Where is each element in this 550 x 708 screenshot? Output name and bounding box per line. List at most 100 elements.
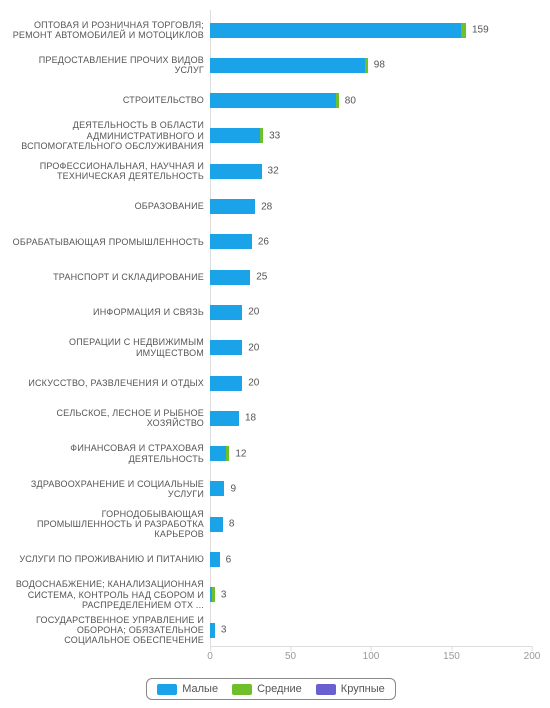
- bar-track: 80: [210, 83, 532, 119]
- value-label: 3: [221, 589, 227, 600]
- value-label: 20: [248, 307, 259, 318]
- stacked-bar: 25: [210, 270, 250, 285]
- bar-track: 25: [210, 259, 532, 295]
- value-label: 159: [472, 25, 489, 36]
- x-tick: 50: [285, 651, 296, 662]
- stacked-bar: 9: [210, 481, 224, 496]
- category-label: ИСКУССТВО, РАЗВЛЕЧЕНИЯ И ОТДЫХ: [10, 378, 210, 388]
- category-label: ИНФОРМАЦИЯ И СВЯЗЬ: [10, 307, 210, 317]
- stacked-bar: 98: [210, 58, 368, 73]
- bar-segment-medium: [461, 23, 466, 38]
- bar-segment-small: [210, 517, 223, 532]
- category-label: ОБРАЗОВАНИЕ: [10, 201, 210, 211]
- legend-label-small: Малые: [182, 683, 218, 695]
- bar-track: 159: [210, 12, 532, 48]
- bar-track: 33: [210, 118, 532, 154]
- value-label: 28: [261, 201, 272, 212]
- bar-track: 26: [210, 224, 532, 260]
- bar-track: 8: [210, 506, 532, 542]
- bar-track: 3: [210, 612, 532, 648]
- x-tick: 150: [443, 651, 460, 662]
- stacked-bar: 33: [210, 128, 263, 143]
- legend-item-medium: Средние: [232, 683, 302, 695]
- bar-track: 6: [210, 542, 532, 578]
- value-label: 9: [230, 483, 236, 494]
- bar-segment-small: [210, 58, 365, 73]
- bar-track: 12: [210, 436, 532, 472]
- bar-track: 32: [210, 153, 532, 189]
- chart-row: ОПЕРАЦИИ С НЕДВИЖИМЫМ ИМУЩЕСТВОМ20: [10, 330, 532, 366]
- category-label: ОПЕРАЦИИ С НЕДВИЖИМЫМ ИМУЩЕСТВОМ: [10, 337, 210, 358]
- bar-segment-small: [210, 23, 461, 38]
- x-axis-line: [210, 646, 532, 647]
- bar-segment-medium: [365, 58, 368, 73]
- chart-row: СЕЛЬСКОЕ, ЛЕСНОЕ И РЫБНОЕ ХОЗЯЙСТВО18: [10, 400, 532, 436]
- chart-row: ДЕЯТЕЛЬНОСТЬ В ОБЛАСТИ АДМИНИСТРАТИВНОГО…: [10, 118, 532, 154]
- chart-row: ГОСУДАРСТВЕННОЕ УПРАВЛЕНИЕ И ОБОРОНА; ОБ…: [10, 612, 532, 648]
- bar-track: 9: [210, 471, 532, 507]
- legend-swatch-small: [157, 684, 177, 695]
- value-label: 25: [256, 272, 267, 283]
- category-label: ПРЕДОСТАВЛЕНИЕ ПРОЧИХ ВИДОВ УСЛУГ: [10, 55, 210, 76]
- value-label: 33: [269, 130, 280, 141]
- value-label: 98: [374, 60, 385, 71]
- x-tick-label: 200: [524, 651, 541, 662]
- x-tick: 200: [524, 651, 541, 662]
- plot-area: ОПТОВАЯ И РОЗНИЧНАЯ ТОРГОВЛЯ; РЕМОНТ АВТ…: [10, 10, 532, 646]
- chart-row: ФИНАНСОВАЯ И СТРАХОВАЯ ДЕЯТЕЛЬНОСТЬ12: [10, 436, 532, 472]
- stacked-bar: 12: [210, 446, 229, 461]
- bar-track: 18: [210, 400, 532, 436]
- bar-segment-small: [210, 234, 252, 249]
- bar-track: 20: [210, 365, 532, 401]
- stacked-bar: 6: [210, 552, 220, 567]
- legend-item-large: Крупные: [316, 683, 385, 695]
- bar-track: 20: [210, 294, 532, 330]
- bar-track: 28: [210, 189, 532, 225]
- stacked-bar: 26: [210, 234, 252, 249]
- stacked-bar: 159: [210, 23, 466, 38]
- bar-segment-small: [210, 623, 215, 638]
- category-label: ПРОФЕССИОНАЛЬНАЯ, НАУЧНАЯ И ТЕХНИЧЕСКАЯ …: [10, 161, 210, 182]
- x-tick-label: 100: [363, 651, 380, 662]
- chart-row: УСЛУГИ ПО ПРОЖИВАНИЮ И ПИТАНИЮ6: [10, 542, 532, 578]
- x-tick-label: 50: [285, 651, 296, 662]
- value-label: 32: [268, 166, 279, 177]
- bar-segment-small: [210, 164, 262, 179]
- category-label: ГОРНОДОБЫВАЮЩАЯ ПРОМЫШЛЕННОСТЬ И РАЗРАБО…: [10, 509, 210, 540]
- x-tick-mark: [532, 646, 533, 651]
- bar-segment-small: [210, 446, 226, 461]
- legend-label-large: Крупные: [341, 683, 385, 695]
- bar-segment-small: [210, 481, 224, 496]
- category-label: УСЛУГИ ПО ПРОЖИВАНИЮ И ПИТАНИЮ: [10, 554, 210, 564]
- bar-track: 98: [210, 47, 532, 83]
- bar-segment-medium: [336, 93, 339, 108]
- bar-segment-small: [210, 305, 242, 320]
- x-tick: 0: [207, 651, 213, 662]
- stacked-bar: 18: [210, 411, 239, 426]
- category-label: ГОСУДАРСТВЕННОЕ УПРАВЛЕНИЕ И ОБОРОНА; ОБ…: [10, 615, 210, 646]
- category-label: ФИНАНСОВАЯ И СТРАХОВАЯ ДЕЯТЕЛЬНОСТЬ: [10, 443, 210, 464]
- category-label: ВОДОСНАБЖЕНИЕ; КАНАЛИЗАЦИОННАЯ СИСТЕМА, …: [10, 579, 210, 610]
- chart-row: ВОДОСНАБЖЕНИЕ; КАНАЛИЗАЦИОННАЯ СИСТЕМА, …: [10, 577, 532, 613]
- stacked-bar: 20: [210, 305, 242, 320]
- stacked-bar: 20: [210, 340, 242, 355]
- legend-swatch-medium: [232, 684, 252, 695]
- stacked-bar: 3: [210, 623, 215, 638]
- legend-label-medium: Средние: [257, 683, 302, 695]
- legend: Малые Средние Крупные: [146, 678, 396, 700]
- bar-segment-small: [210, 411, 239, 426]
- legend-item-small: Малые: [157, 683, 218, 695]
- category-label: ОБРАБАТЫВАЮЩАЯ ПРОМЫШЛЕННОСТЬ: [10, 237, 210, 247]
- bar-segment-small: [210, 270, 250, 285]
- chart-row: ТРАНСПОРТ И СКЛАДИРОВАНИЕ25: [10, 259, 532, 295]
- bar-track: 3: [210, 577, 532, 613]
- value-label: 18: [245, 413, 256, 424]
- chart-row: ГОРНОДОБЫВАЮЩАЯ ПРОМЫШЛЕННОСТЬ И РАЗРАБО…: [10, 506, 532, 542]
- bar-segment-small: [210, 93, 336, 108]
- stacked-bar: 20: [210, 376, 242, 391]
- bar-segment-medium: [260, 128, 263, 143]
- value-label: 20: [248, 342, 259, 353]
- value-label: 12: [235, 448, 246, 459]
- stacked-bar: 32: [210, 164, 262, 179]
- x-tick-label: 150: [443, 651, 460, 662]
